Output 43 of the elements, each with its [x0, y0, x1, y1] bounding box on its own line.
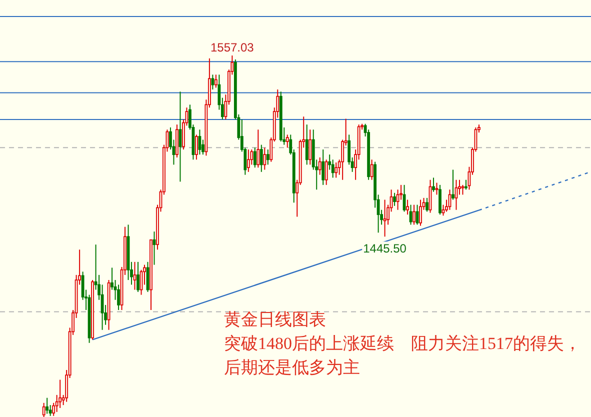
candlestick — [256, 129, 260, 168]
candlestick — [214, 74, 218, 88]
candlestick — [435, 182, 438, 196]
annotation: 突破1480后的上涨延续 阻力关注1517的得失，后期还是低多为主 — [224, 333, 582, 379]
candlestick — [334, 162, 338, 178]
candlestick — [136, 261, 140, 292]
candlestick — [324, 159, 328, 186]
annotation: 1557.03 — [210, 40, 254, 54]
candlestick — [412, 204, 416, 226]
candlestick — [253, 147, 256, 168]
candlestick — [438, 184, 442, 216]
candlestick — [308, 129, 312, 166]
candlestick — [322, 148, 325, 186]
candlestick — [416, 204, 419, 226]
candlestick — [393, 192, 396, 206]
candlestick — [432, 177, 435, 192]
candlestick — [406, 199, 409, 216]
candlestick — [461, 184, 464, 196]
candlestick — [419, 199, 422, 226]
annotation: 黄金日线图表 — [224, 309, 327, 331]
candlestick — [396, 189, 400, 210]
candlestick — [58, 379, 62, 408]
candlestick — [286, 134, 289, 148]
annotation: 1445.50 — [363, 242, 407, 256]
candlestick — [198, 129, 202, 156]
candlestick — [195, 134, 198, 160]
candlestick — [402, 184, 406, 212]
candlestick — [46, 397, 49, 414]
candlestick — [117, 284, 120, 310]
candlestick — [260, 144, 263, 172]
candlestick — [211, 74, 214, 90]
candlestick — [383, 199, 386, 238]
candlestick — [452, 169, 454, 200]
candlestick — [246, 148, 250, 172]
candlestick — [133, 261, 136, 290]
candlestick — [318, 156, 322, 176]
candlestick — [370, 159, 374, 180]
candlestick — [42, 402, 46, 417]
candlestick — [263, 147, 266, 170]
candlestick — [464, 179, 468, 190]
candlestick — [305, 124, 308, 166]
candlestick — [426, 197, 428, 212]
candlestick — [266, 148, 270, 166]
